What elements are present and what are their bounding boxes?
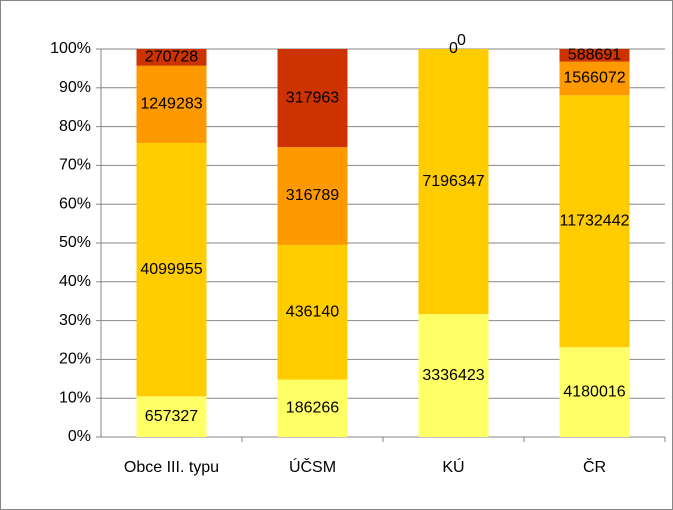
y-tick-label: 0% — [68, 428, 91, 445]
x-tick-label: KÚ — [442, 457, 464, 476]
y-tick-label: 100% — [50, 40, 91, 57]
x-tick-label: Obce III. typu — [124, 459, 219, 476]
y-tick-label: 90% — [59, 79, 91, 96]
bar-segment — [559, 347, 630, 437]
data-label: 0 — [449, 40, 458, 57]
data-label: 186266 — [286, 399, 339, 416]
data-label: 657327 — [145, 408, 198, 425]
bar-segment — [277, 49, 348, 148]
bar-segment — [136, 142, 207, 397]
data-label: 588691 — [568, 47, 621, 64]
data-label: 4099955 — [140, 261, 202, 278]
data-label: 7196347 — [422, 173, 484, 190]
data-label: 4180016 — [563, 383, 625, 400]
bar-segment — [418, 314, 489, 437]
y-tick-label: 50% — [59, 234, 91, 251]
bar-segment — [559, 61, 630, 96]
bar-segment — [136, 65, 207, 143]
data-label: 0 — [457, 32, 466, 49]
data-label: 436140 — [286, 303, 339, 320]
y-tick-label: 20% — [59, 351, 91, 368]
data-label: 317963 — [286, 89, 339, 106]
y-tick-label: 40% — [59, 273, 91, 290]
bar-segment — [277, 244, 348, 380]
y-tick-label: 70% — [59, 157, 91, 174]
bar-segment — [277, 379, 348, 437]
data-label: 316789 — [286, 187, 339, 204]
data-label: 11732442 — [560, 212, 630, 229]
x-tick-label: ÚČSM — [289, 457, 336, 476]
data-label: 270728 — [145, 49, 198, 66]
y-tick-label: 80% — [59, 118, 91, 135]
y-tick-label: 10% — [59, 389, 91, 406]
y-tick-label: 60% — [59, 195, 91, 212]
bar-segment — [136, 396, 207, 437]
bar-segment — [277, 147, 348, 245]
bar-segment — [559, 49, 630, 62]
y-tick-label: 30% — [59, 312, 91, 329]
bar-segment — [136, 49, 207, 66]
data-label: 3336423 — [422, 367, 484, 384]
bar-segment — [418, 49, 489, 315]
data-label: 1566072 — [563, 70, 625, 87]
x-tick-label: ČR — [583, 457, 606, 476]
data-label: 1249283 — [140, 96, 202, 113]
bar-segment — [559, 95, 630, 348]
